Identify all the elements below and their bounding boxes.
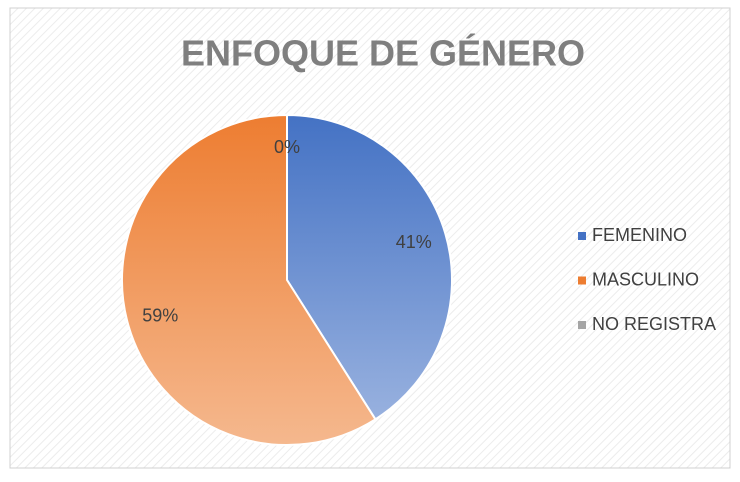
legend-label: MASCULINO [592, 269, 699, 289]
legend-label: FEMENINO [592, 225, 687, 245]
data-label: 0% [274, 137, 300, 157]
data-label: 41% [396, 232, 432, 252]
data-label: 59% [142, 306, 178, 326]
pie-slice [121, 113, 377, 446]
legend-swatch [578, 276, 586, 285]
chart-title: ENFOQUE DE GÉNERO [181, 33, 585, 74]
legend-swatch [578, 321, 586, 329]
legend-label: NO REGISTRA [592, 314, 716, 334]
legend-swatch [578, 232, 586, 240]
